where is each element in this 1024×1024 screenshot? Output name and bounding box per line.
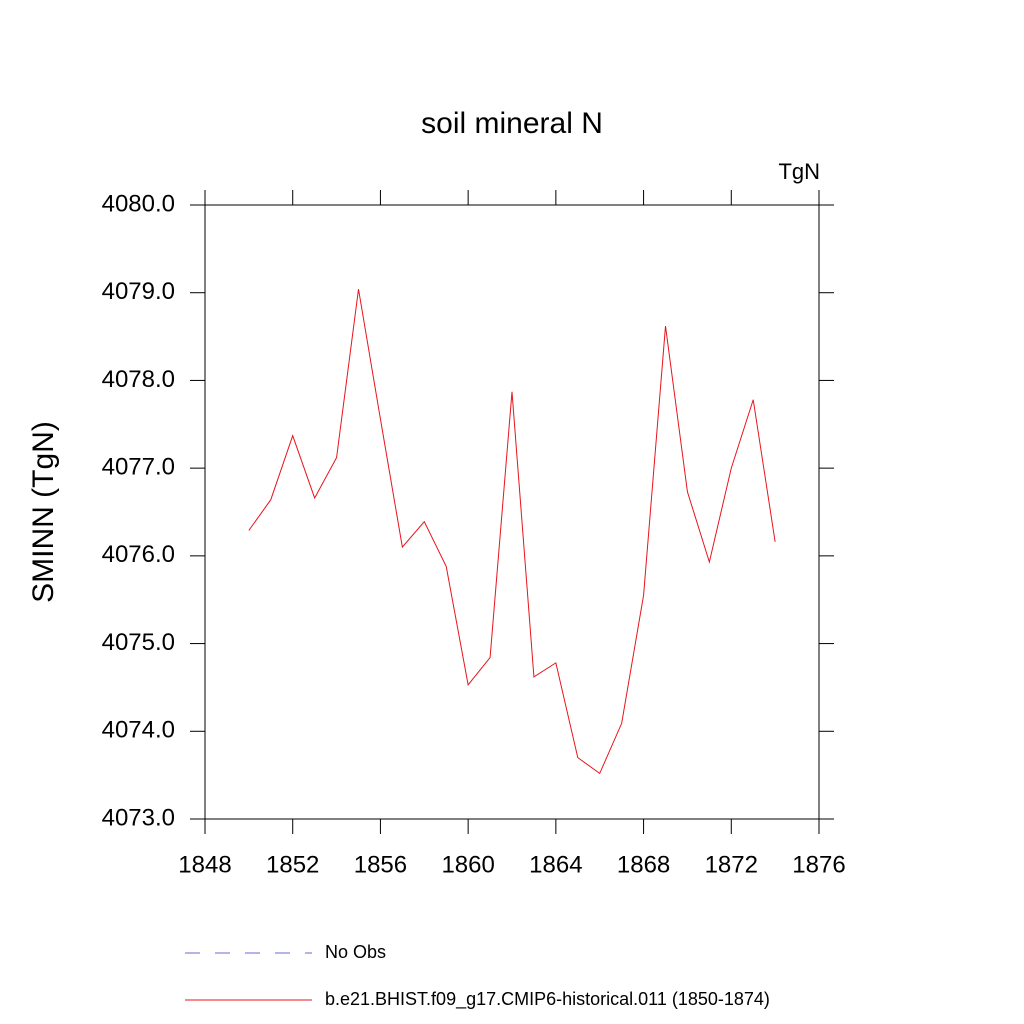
- x-tick-label: 1872: [705, 851, 758, 878]
- y-tick-label: 4073.0: [102, 804, 175, 831]
- y-tick-label: 4077.0: [102, 453, 175, 480]
- x-tick-label: 1876: [792, 851, 845, 878]
- x-tick-label: 1852: [266, 851, 319, 878]
- y-tick-label: 4074.0: [102, 717, 175, 744]
- x-tick-label: 1856: [354, 851, 407, 878]
- y-tick-label: 4078.0: [102, 366, 175, 393]
- y-tick-label: 4076.0: [102, 541, 175, 568]
- y-tick-label: 4075.0: [102, 629, 175, 656]
- chart-title: soil mineral N: [421, 107, 603, 140]
- y-axis-label: SMINN (TgN): [27, 421, 60, 603]
- x-tick-label: 1868: [617, 851, 670, 878]
- plot-frame: [204, 204, 820, 820]
- legend-label: b.e21.BHIST.f09_g17.CMIP6-historical.011…: [325, 989, 770, 1010]
- y-tick-label: 4080.0: [102, 190, 175, 217]
- legend-label: No Obs: [325, 942, 386, 962]
- units-label: TgN: [778, 159, 820, 184]
- x-tick-label: 1864: [529, 851, 582, 878]
- x-tick-label: 1848: [178, 851, 231, 878]
- y-tick-label: 4079.0: [102, 278, 175, 305]
- data-line: [248, 289, 776, 775]
- x-tick-label: 1860: [441, 851, 494, 878]
